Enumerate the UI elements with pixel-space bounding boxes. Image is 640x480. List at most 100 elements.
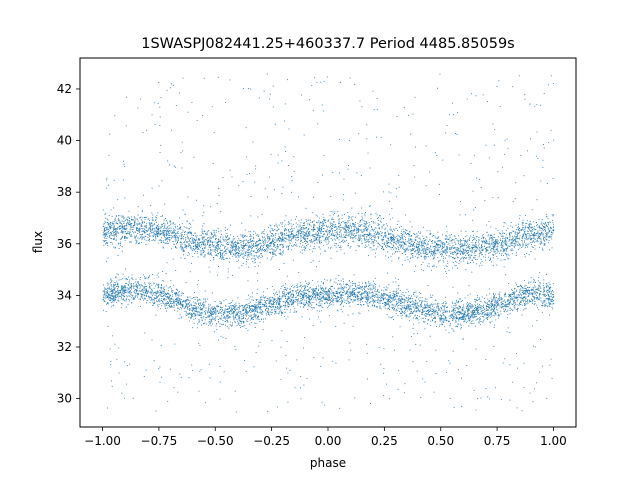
data-point [110,279,112,281]
data-point [349,225,351,227]
data-point [424,258,426,260]
data-point [528,227,529,229]
data-point [443,258,445,259]
data-point [543,230,545,232]
data-point [115,228,117,230]
data-point [292,233,294,235]
data-point [500,240,502,241]
data-point [188,246,190,247]
data-point [297,289,299,291]
data-point [222,244,224,246]
data-point [486,242,488,244]
data-point [247,241,249,243]
data-point [391,243,392,245]
data-point [190,226,192,228]
data-point [197,245,199,247]
data-point [258,248,260,250]
data-point [405,241,407,243]
data-point [219,239,221,241]
data-point [250,231,252,233]
data-point [107,222,109,224]
data-point [481,235,483,237]
data-point [151,228,153,230]
data-point [183,234,185,235]
data-point [474,298,476,300]
data-point [290,290,292,292]
data-point [260,297,262,299]
data-point [420,255,422,257]
data-point [185,226,187,228]
data-point [178,300,180,301]
data-point [238,267,240,269]
data-point [417,241,419,243]
data-point [317,236,319,238]
data-point [107,287,109,289]
data-point [213,230,215,232]
data-point [546,287,548,289]
data-point [440,318,442,320]
data-point [365,224,367,226]
data-point [408,234,410,236]
data-point [299,224,301,226]
data-point [466,303,468,305]
data-point [291,233,293,234]
data-point [109,222,111,224]
data-point [488,256,490,258]
data-point [310,221,312,223]
data-point [181,234,183,236]
data-point [330,247,332,249]
data-point [394,237,396,239]
data-point [166,243,168,244]
data-point [518,229,520,231]
data-point [497,240,499,242]
data-point [497,229,499,231]
data-point [238,238,240,240]
data-point [298,236,299,238]
data-point [216,254,218,256]
data-point [370,236,372,238]
data-point [135,243,137,245]
data-point [457,308,459,310]
data-point [507,245,509,247]
data-point [278,238,280,240]
data-point [262,241,264,243]
data-point [312,235,314,236]
data-point [389,226,391,228]
data-point [183,226,185,228]
data-point [214,234,216,236]
data-point [239,247,240,249]
data-point [165,231,167,233]
data-point [237,246,239,248]
data-point [390,236,392,238]
data-point [357,228,359,230]
data-point [393,253,395,255]
data-point [207,240,209,242]
data-point [442,247,443,249]
data-point [272,250,274,252]
data-point [130,228,132,230]
data-point [107,242,108,244]
data-point [108,295,110,297]
data-point [256,255,258,257]
data-point [269,239,270,241]
data-point [328,231,330,233]
data-point [380,218,382,220]
data-point [534,229,536,231]
data-point [196,234,198,236]
data-point [415,239,417,241]
data-point [118,227,120,229]
data-point [387,230,389,232]
data-point [493,243,495,245]
data-point [425,254,427,256]
data-point [148,218,150,220]
data-point [148,228,150,230]
data-point [457,241,459,243]
data-point [150,299,152,301]
data-point [236,252,238,254]
data-point [391,208,393,210]
data-point [459,249,461,251]
data-point [442,251,444,252]
data-point [502,246,504,248]
data-point [260,248,261,250]
data-point [260,250,262,252]
